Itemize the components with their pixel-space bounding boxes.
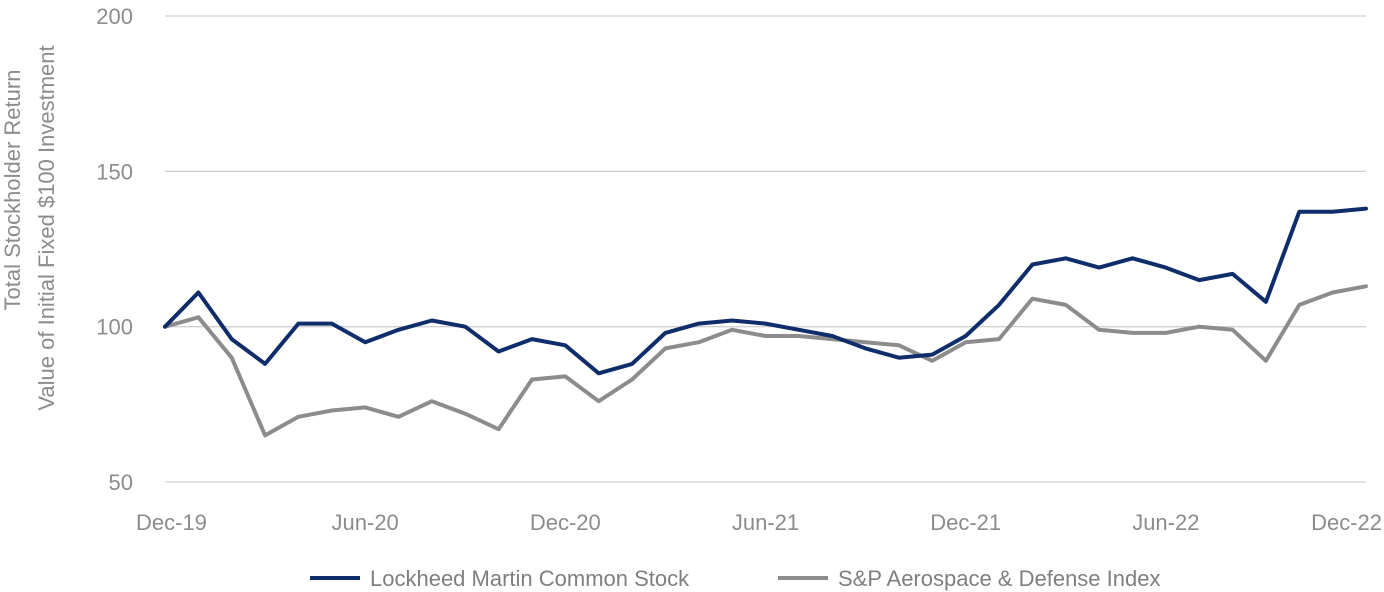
series-line-lockheed xyxy=(163,206,1368,376)
y-axis-title-line2: Value of Initial Fixed $100 Investment xyxy=(34,45,59,410)
legend: Lockheed Martin Common Stock S&P Aerospa… xyxy=(310,566,1160,591)
y-tick-label-100: 100 xyxy=(96,315,133,340)
gridlines xyxy=(165,15,1366,483)
y-tick-label-150: 150 xyxy=(96,159,133,184)
y-tick-label-50: 50 xyxy=(109,470,133,495)
x-axis-ticks: Dec-19 Jun-20 Dec-20 Jun-21 Dec-21 Jun-22 Dec-… xyxy=(136,510,1382,535)
y-axis-ticks: 50 100 150 200 xyxy=(96,4,133,495)
x-tick-label-Dec-21: Dec-21 xyxy=(930,510,1001,535)
y-axis-title-line1: Total Stockholder Return xyxy=(0,70,25,311)
x-tick-label-Dec-22: Dec-22 xyxy=(1311,510,1382,535)
x-tick-label-Jun-22: Jun-22 xyxy=(1132,510,1199,535)
series-lines xyxy=(163,206,1368,438)
legend-label-lockheed: Lockheed Martin Common Stock xyxy=(370,566,690,591)
x-tick-label-Jun-20: Jun-20 xyxy=(332,510,399,535)
series-line-sp-aerospace xyxy=(163,284,1368,438)
legend-label-sp-aerospace: S&P Aerospace & Defense Index xyxy=(838,566,1160,591)
x-tick-label-Dec-19: Dec-19 xyxy=(136,510,207,535)
x-tick-label-Dec-20: Dec-20 xyxy=(530,510,601,535)
x-tick-label-Jun-21: Jun-21 xyxy=(732,510,799,535)
y-tick-label-200: 200 xyxy=(96,4,133,29)
y-axis-title: Total Stockholder Return Value of Initia… xyxy=(0,45,59,410)
